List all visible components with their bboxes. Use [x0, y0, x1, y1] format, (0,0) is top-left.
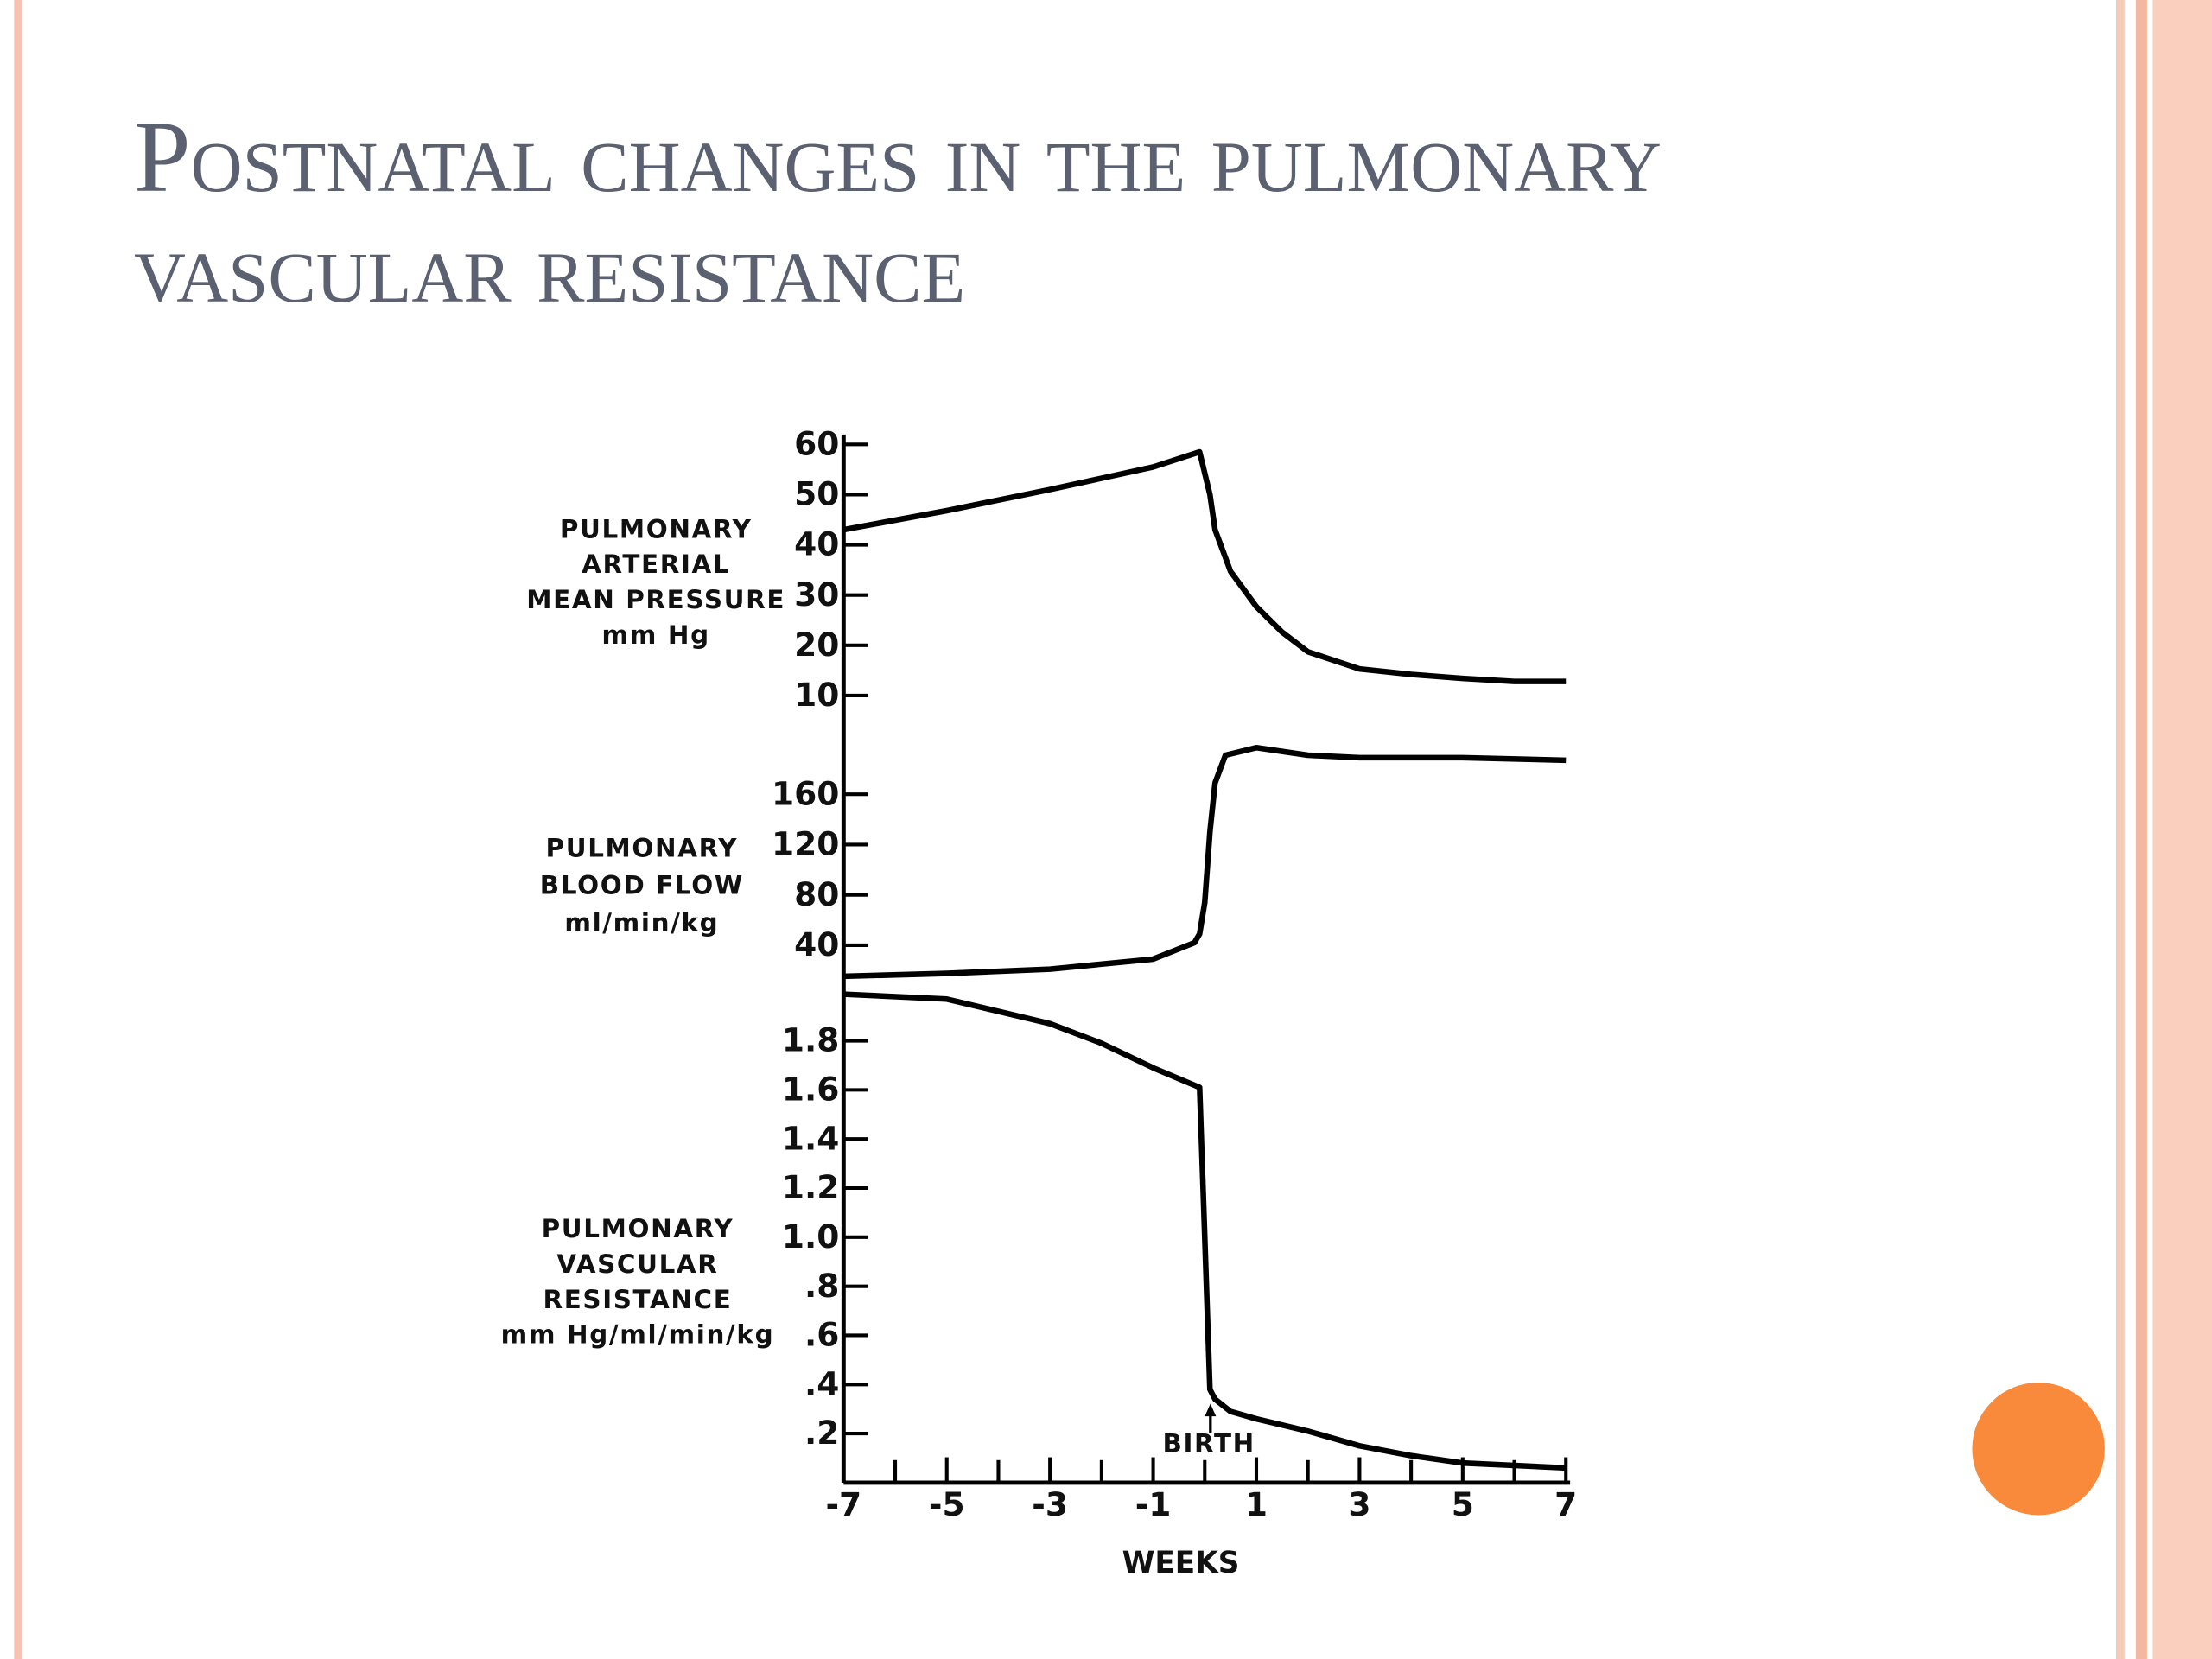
y-axis-label: PULMONARY — [546, 833, 739, 862]
y-tick-label: .6 — [804, 1316, 839, 1354]
data-line — [843, 991, 1567, 1471]
x-tick-label: 7 — [1554, 1485, 1577, 1523]
y-axis-label: ml/min/kg — [564, 908, 719, 938]
y-axis-label: VASCULAR — [556, 1249, 718, 1279]
x-tick-label: 3 — [1348, 1485, 1370, 1523]
x-tick-label: 5 — [1452, 1485, 1474, 1523]
y-tick-label: 40 — [794, 525, 839, 563]
annotation: BIRTH — [1162, 1428, 1255, 1458]
y-axis-label: ARTERIAL — [582, 550, 730, 579]
right-stripe — [2115, 0, 2125, 1659]
chart: 60 50 40 30 20 10 PULMONARY ARTERIAL MEAN PRESSU… — [501, 424, 1578, 1580]
y-tick-label: 30 — [794, 575, 839, 613]
left-border — [14, 0, 23, 1659]
y-tick-label: 160 — [772, 774, 839, 812]
y-axis-label: PULMONARY — [560, 514, 753, 543]
y-tick-label: 40 — [794, 925, 839, 963]
y-tick-label: 120 — [772, 825, 839, 863]
y-tick-label: 1.6 — [782, 1071, 840, 1109]
y-tick-label: 1.2 — [782, 1168, 840, 1206]
x-tick-label: -7 — [825, 1485, 861, 1523]
right-band — [2152, 0, 2212, 1659]
y-axis-label: PULMONARY — [542, 1214, 734, 1243]
y-tick-label: 10 — [794, 676, 839, 714]
x-axis-label: WEEKS — [1122, 1546, 1240, 1580]
y-tick-label: .4 — [804, 1364, 839, 1402]
data-line — [842, 448, 1567, 684]
y-tick-label: 1.0 — [782, 1217, 840, 1255]
x-tick-label: -3 — [1032, 1485, 1068, 1523]
y-tick-label: .8 — [804, 1267, 839, 1305]
y-axis-label: mm Hg/ml/min/kg — [501, 1320, 775, 1350]
annotation-arrowhead — [1205, 1403, 1217, 1417]
y-axis-label: RESISTANCE — [543, 1285, 732, 1314]
y-tick-label: 1.4 — [782, 1119, 840, 1157]
y-tick-label: 60 — [794, 424, 839, 462]
data-line — [843, 745, 1567, 980]
y-axis-label: mm Hg — [602, 620, 710, 650]
x-tick-label: -5 — [929, 1485, 965, 1523]
y-axis-label: MEAN PRESSURE — [526, 585, 785, 614]
slide-title: Postnatal changes in the pulmonary vascu… — [134, 100, 1662, 324]
y-tick-label: 1.8 — [782, 1021, 840, 1059]
right-stripe — [2135, 0, 2147, 1659]
x-tick-label: -1 — [1135, 1485, 1172, 1523]
x-tick-label: 1 — [1245, 1485, 1268, 1523]
orange-dot — [1972, 1382, 2105, 1516]
y-tick-label: 80 — [794, 875, 839, 913]
y-tick-label: 20 — [794, 626, 839, 664]
y-axis-label: BLOOD FLOW — [540, 871, 744, 900]
y-tick-label: 50 — [794, 475, 839, 513]
y-tick-label: .2 — [804, 1414, 839, 1452]
